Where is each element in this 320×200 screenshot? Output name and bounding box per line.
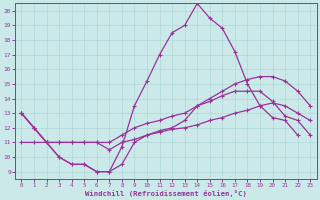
X-axis label: Windchill (Refroidissement éolien,°C): Windchill (Refroidissement éolien,°C) — [85, 190, 247, 197]
